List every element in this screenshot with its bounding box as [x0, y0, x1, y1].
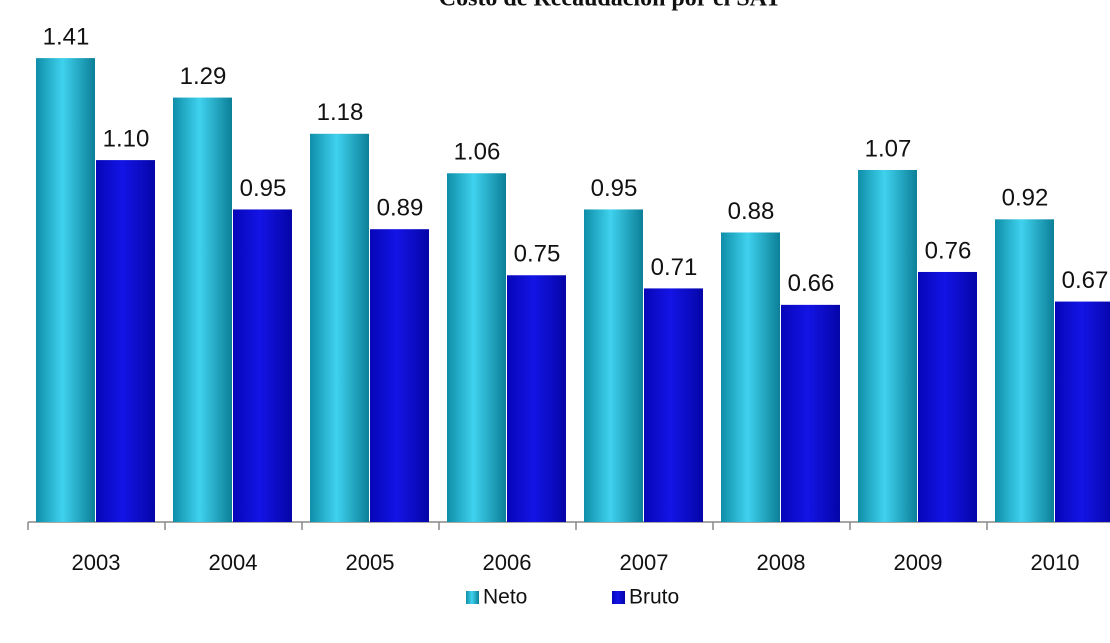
value-label: 1.41 [43, 23, 90, 50]
x-tick-label: 2005 [346, 550, 395, 575]
x-tick-label: 2004 [209, 550, 258, 575]
value-label: 0.75 [514, 241, 561, 268]
value-label: 0.92 [1002, 185, 1049, 212]
bar [644, 288, 703, 522]
value-label: 1.06 [454, 139, 501, 166]
bar [858, 169, 917, 522]
x-tick-label: 2003 [72, 550, 121, 575]
legend-label: Neto [483, 586, 527, 609]
x-tick-label: 2009 [894, 550, 943, 575]
bar [173, 97, 232, 522]
legend-label: Bruto [629, 586, 679, 609]
value-label: 0.76 [925, 237, 972, 264]
value-label: 1.29 [180, 63, 227, 90]
bar [721, 232, 780, 523]
x-tick-label: 2010 [1031, 550, 1080, 575]
x-tick-label: 2006 [483, 550, 532, 575]
x-tick-label: 2007 [620, 550, 669, 575]
bar [507, 275, 566, 522]
value-label: 1.10 [103, 125, 150, 152]
bar [995, 219, 1054, 522]
chart-title: Costo de Recaudación por el SAT [439, 0, 781, 12]
bar [584, 209, 643, 522]
bar [781, 304, 840, 522]
x-tick-label: 2008 [757, 550, 806, 575]
bar [447, 173, 506, 522]
bar [233, 209, 292, 522]
value-label: 0.89 [377, 195, 424, 222]
value-label: 0.66 [788, 270, 835, 297]
bar [918, 271, 977, 522]
bar [96, 160, 155, 522]
bar [370, 229, 429, 522]
value-label: 0.71 [651, 254, 698, 281]
legend-swatch [612, 591, 625, 604]
value-label: 0.67 [1062, 267, 1109, 294]
value-label: 1.18 [317, 99, 364, 126]
bar [36, 58, 95, 523]
value-label: 0.88 [728, 198, 775, 225]
value-label: 0.95 [591, 175, 638, 202]
bar [1055, 301, 1110, 522]
value-label: 1.07 [865, 135, 912, 162]
legend-swatch [466, 591, 479, 604]
bar [310, 133, 369, 522]
value-label: 0.95 [240, 175, 287, 202]
